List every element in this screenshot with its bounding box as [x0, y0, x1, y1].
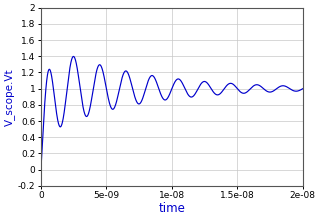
Y-axis label: V_scope.Vt: V_scope.Vt	[4, 68, 15, 125]
X-axis label: time: time	[158, 202, 185, 215]
